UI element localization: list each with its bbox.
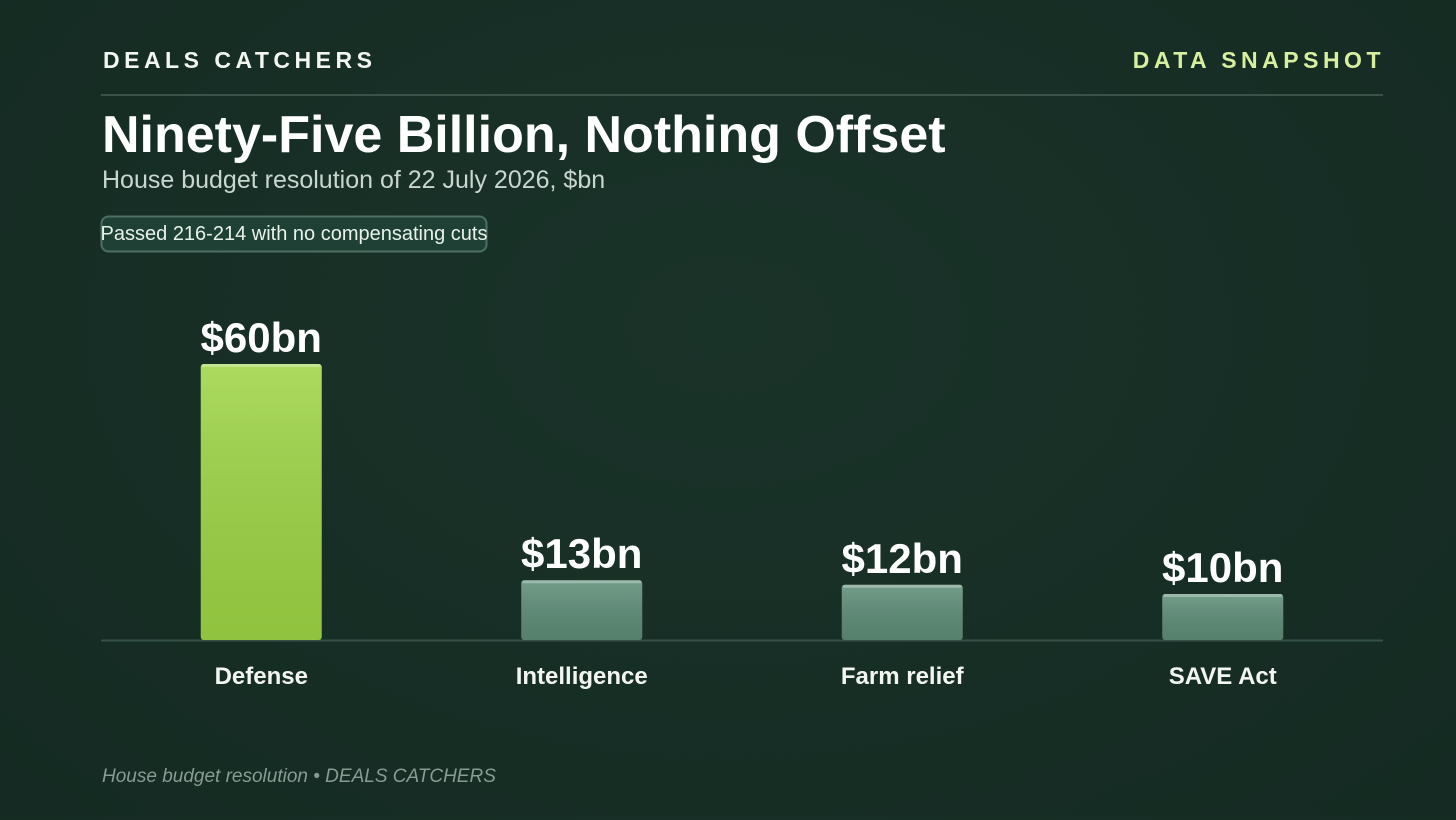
value-label: $60bn [201,314,322,361]
footer: House budget resolution • DEALS CATCHERS [102,766,496,787]
value-label: $13bn [521,530,642,577]
chart-title: Ninety-Five Billion, Nothing Offset [102,106,946,164]
bar-cap [201,364,321,367]
value-label: $12bn [842,535,963,582]
x-tick-label: Defense [215,663,308,690]
bar [1162,594,1284,640]
brand: DEALS CATCHERS [103,47,376,73]
bar [521,580,643,640]
bar [841,584,963,640]
bar [200,364,322,640]
chart-subtitle: House budget resolution of 22 July 2026,… [102,166,605,194]
bar-cap [842,584,962,588]
tag: DATA SNAPSHOT [1133,47,1385,73]
x-tick-label: Farm relief [841,663,965,690]
x-tick-label: Intelligence [516,663,648,690]
annotation: Passed 216-214 with no compensating cuts [101,223,488,245]
annotation-box [100,215,488,253]
bar-cap [1163,594,1283,597]
x-tick-label: SAVE Act [1169,663,1277,690]
value-label: $10bn [1162,544,1283,591]
bar-cap [522,580,642,584]
